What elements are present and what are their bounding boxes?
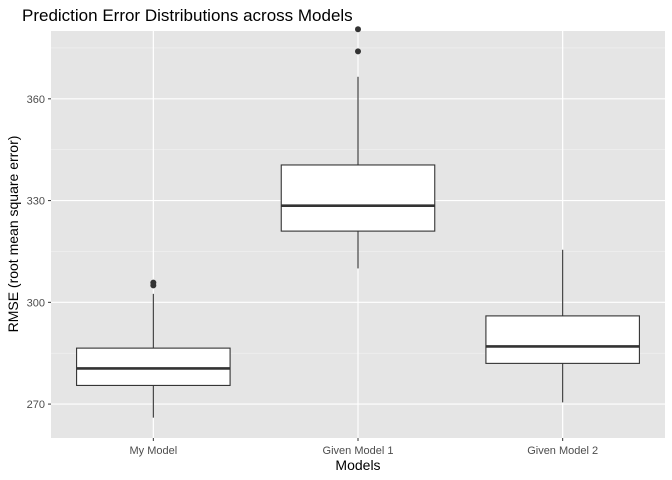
iqr-box [76, 347, 231, 386]
outlier-point [150, 279, 157, 286]
y-tick-label: 330 [27, 196, 45, 208]
x-tick-label: Given Model 1 [323, 445, 394, 457]
y-axis-title: RMSE (root mean square error) [5, 136, 21, 333]
x-axis: My Model Given Model 1 Given Model 2 [129, 438, 598, 457]
y-tick-label: 360 [27, 94, 45, 106]
box-my-model [76, 279, 231, 418]
outlier-point [355, 26, 361, 33]
boxes [76, 26, 640, 418]
x-axis-title: Models [335, 457, 380, 473]
x-tick-label: Given Model 2 [527, 445, 598, 457]
chart-title: Prediction Error Distributions across Mo… [22, 6, 353, 25]
iqr-box [485, 315, 640, 364]
box-given-model-1 [280, 26, 436, 269]
x-tick-label: My Model [129, 445, 177, 457]
iqr-box [280, 164, 436, 232]
y-tick-label: 300 [27, 297, 45, 309]
y-tick-label: 270 [27, 399, 45, 411]
box-given-model-2 [485, 249, 640, 403]
y-axis: 270 300 330 360 [27, 94, 51, 411]
outlier-point [355, 48, 361, 55]
